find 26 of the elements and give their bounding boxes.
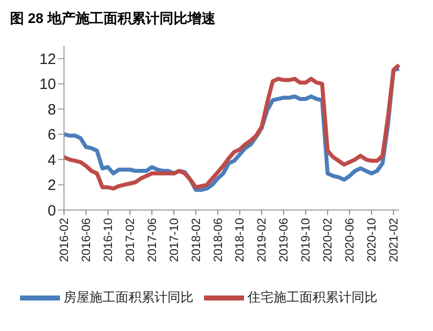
y-tick-label: 0 (48, 202, 56, 220)
x-tick-label: 2020-10 (364, 218, 379, 262)
y-tick-label: 10 (39, 76, 56, 94)
y-tick-label: 2 (48, 177, 56, 194)
legend-label: 房屋施工面积累计同比 (64, 289, 194, 304)
x-tick-label: 2016-02 (57, 218, 71, 262)
chart-title: 图 28 地产施工面积累计同比增速 (9, 9, 216, 28)
x-tick-label: 2017-02 (122, 218, 137, 262)
legend-label: 住宅施工面积累计同比 (248, 289, 378, 304)
y-tick-label: 6 (48, 126, 56, 144)
x-tick-label: 2016-06 (78, 218, 93, 262)
x-tick-label: 2018-02 (188, 218, 203, 262)
y-tick-label: 12 (39, 50, 56, 68)
x-tick-label: 2017-06 (144, 218, 159, 262)
x-tick-label: 2020-02 (320, 218, 335, 262)
x-tick-label: 2018-06 (210, 218, 225, 262)
x-tick-label: 2019-06 (276, 218, 291, 262)
y-tick-label: 8 (48, 101, 56, 118)
x-tick-label: 2016-10 (100, 218, 115, 262)
x-tick-label: 2021-02 (386, 218, 401, 262)
x-tick-label: 2019-10 (298, 218, 313, 262)
x-tick-label: 2017-10 (166, 218, 181, 262)
x-tick-label: 2020-06 (342, 218, 357, 262)
y-tick-label: 4 (48, 152, 56, 169)
x-tick-label: 2019-02 (254, 218, 269, 262)
x-tick-label: 2018-10 (232, 218, 247, 262)
